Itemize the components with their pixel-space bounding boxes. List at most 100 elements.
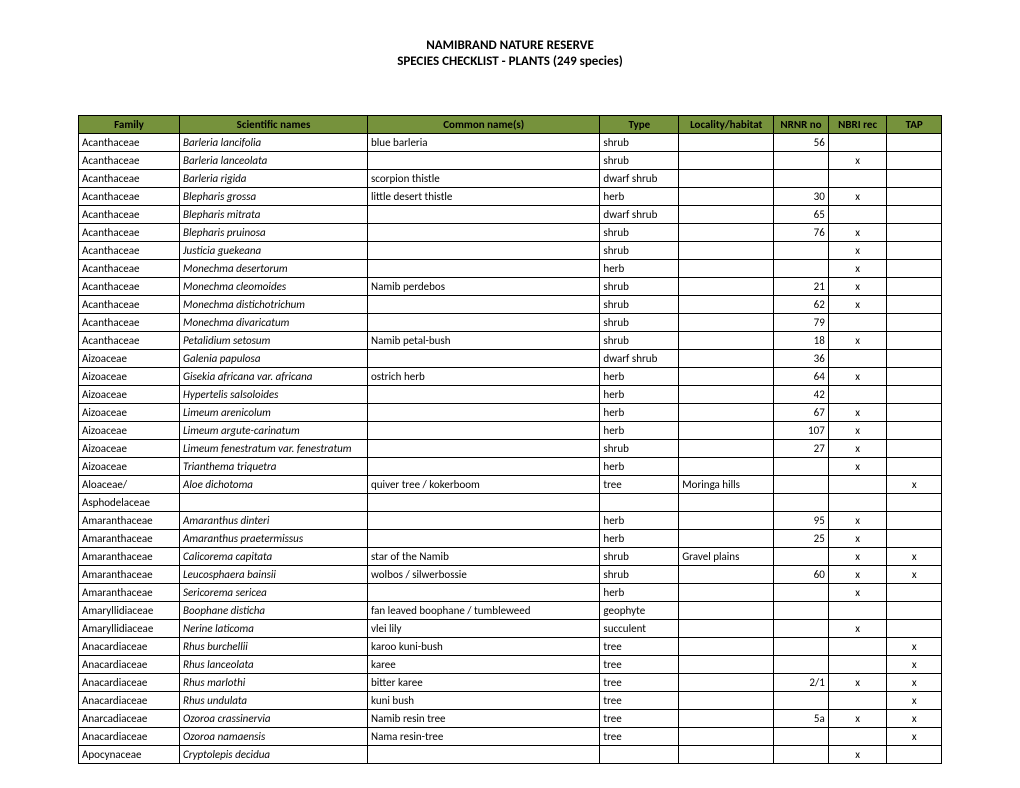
cell-type: herb xyxy=(600,457,679,475)
cell-sci: Gisekia africana var. africana xyxy=(180,367,368,385)
cell-common xyxy=(368,241,600,259)
cell-common xyxy=(368,403,600,421)
cell-loc xyxy=(679,601,774,619)
cell-loc xyxy=(679,619,774,637)
cell-nrnr: 25 xyxy=(774,529,829,547)
cell-nrnr xyxy=(774,619,829,637)
cell-tap xyxy=(887,205,942,223)
cell-nrnr: 65 xyxy=(774,205,829,223)
cell-nbri: x xyxy=(828,331,887,349)
cell-nbri xyxy=(828,349,887,367)
cell-family: Aizoaceae xyxy=(79,403,180,421)
cell-sci: Limeum fenestratum var. fenestratum xyxy=(180,439,368,457)
table-header-row: Family Scientific names Common name(s) T… xyxy=(79,115,942,133)
cell-tap: x xyxy=(887,727,942,745)
table-row: AcanthaceaeBarleria rigidascorpion thist… xyxy=(79,169,942,187)
cell-common: kuni bush xyxy=(368,691,600,709)
cell-type: shrub xyxy=(600,331,679,349)
cell-tap xyxy=(887,349,942,367)
table-row: AmaranthaceaeLeucosphaera bainsiiwolbos … xyxy=(79,565,942,583)
cell-loc xyxy=(679,385,774,403)
cell-loc xyxy=(679,673,774,691)
cell-loc xyxy=(679,205,774,223)
cell-nrnr: 36 xyxy=(774,349,829,367)
cell-loc xyxy=(679,511,774,529)
cell-loc xyxy=(679,241,774,259)
cell-tap xyxy=(887,367,942,385)
cell-type: herb xyxy=(600,187,679,205)
cell-nbri: x xyxy=(828,457,887,475)
cell-family: Amaryllidiaceae xyxy=(79,619,180,637)
cell-common xyxy=(368,439,600,457)
cell-common: karoo kuni-bush xyxy=(368,637,600,655)
cell-family: Aizoaceae xyxy=(79,385,180,403)
cell-loc xyxy=(679,655,774,673)
cell-nbri: x xyxy=(828,709,887,727)
cell-sci: Limeum arenicolum xyxy=(180,403,368,421)
table-row: AmaranthaceaeAmaranthus dinteriherb95x xyxy=(79,511,942,529)
cell-nbri xyxy=(828,169,887,187)
cell-sci: Blepharis pruinosa xyxy=(180,223,368,241)
col-common: Common name(s) xyxy=(368,115,600,133)
cell-nrnr: 42 xyxy=(774,385,829,403)
table-row: AizoaceaeGisekia africana var. africanao… xyxy=(79,367,942,385)
cell-loc xyxy=(679,745,774,763)
cell-loc xyxy=(679,169,774,187)
cell-family: Acanthaceae xyxy=(79,187,180,205)
cell-tap xyxy=(887,133,942,151)
cell-nrnr: 2/1 xyxy=(774,673,829,691)
cell-common xyxy=(368,313,600,331)
cell-tap xyxy=(887,493,942,511)
cell-common xyxy=(368,421,600,439)
cell-tap: x xyxy=(887,709,942,727)
cell-common: Nama resin-tree xyxy=(368,727,600,745)
cell-loc xyxy=(679,637,774,655)
cell-tap xyxy=(887,457,942,475)
cell-loc xyxy=(679,691,774,709)
cell-nbri: x xyxy=(828,619,887,637)
cell-type: dwarf shrub xyxy=(600,169,679,187)
cell-nrnr: 27 xyxy=(774,439,829,457)
cell-tap xyxy=(887,331,942,349)
cell-common: Namib perdebos xyxy=(368,277,600,295)
species-table: Family Scientific names Common name(s) T… xyxy=(78,115,942,764)
cell-tap xyxy=(887,403,942,421)
table-row: AmaryllidiaceaeBoophane distichafan leav… xyxy=(79,601,942,619)
cell-type: herb xyxy=(600,385,679,403)
cell-nbri: x xyxy=(828,223,887,241)
cell-type: shrub xyxy=(600,277,679,295)
cell-type: tree xyxy=(600,637,679,655)
cell-sci: Cryptolepis decidua xyxy=(180,745,368,763)
cell-nrnr xyxy=(774,583,829,601)
cell-nrnr: 64 xyxy=(774,367,829,385)
cell-type: herb xyxy=(600,583,679,601)
cell-sci: Sericorema sericea xyxy=(180,583,368,601)
cell-loc xyxy=(679,133,774,151)
cell-type: shrub xyxy=(600,241,679,259)
cell-common xyxy=(368,205,600,223)
cell-type: shrub xyxy=(600,223,679,241)
table-row: AnacardiaceaeRhus marlothibitter kareetr… xyxy=(79,673,942,691)
cell-nbri: x xyxy=(828,583,887,601)
cell-nrnr: 60 xyxy=(774,565,829,583)
cell-family: Aizoaceae xyxy=(79,367,180,385)
cell-sci: Nerine laticoma xyxy=(180,619,368,637)
cell-tap xyxy=(887,241,942,259)
cell-type: tree xyxy=(600,727,679,745)
cell-type: tree xyxy=(600,673,679,691)
table-row: AmaranthaceaeCalicorema capitatastar of … xyxy=(79,547,942,565)
cell-nrnr xyxy=(774,475,829,493)
cell-tap xyxy=(887,259,942,277)
cell-family: Amaranthaceae xyxy=(79,511,180,529)
cell-loc xyxy=(679,529,774,547)
cell-sci: Limeum argute-carinatum xyxy=(180,421,368,439)
cell-nbri: x xyxy=(828,439,887,457)
cell-nrnr xyxy=(774,745,829,763)
cell-nbri xyxy=(828,691,887,709)
cell-sci: Monechma distichotrichum xyxy=(180,295,368,313)
cell-common xyxy=(368,223,600,241)
cell-tap xyxy=(887,601,942,619)
cell-family: Aizoaceae xyxy=(79,457,180,475)
cell-sci: Monechma desertorum xyxy=(180,259,368,277)
cell-sci: Leucosphaera bainsii xyxy=(180,565,368,583)
